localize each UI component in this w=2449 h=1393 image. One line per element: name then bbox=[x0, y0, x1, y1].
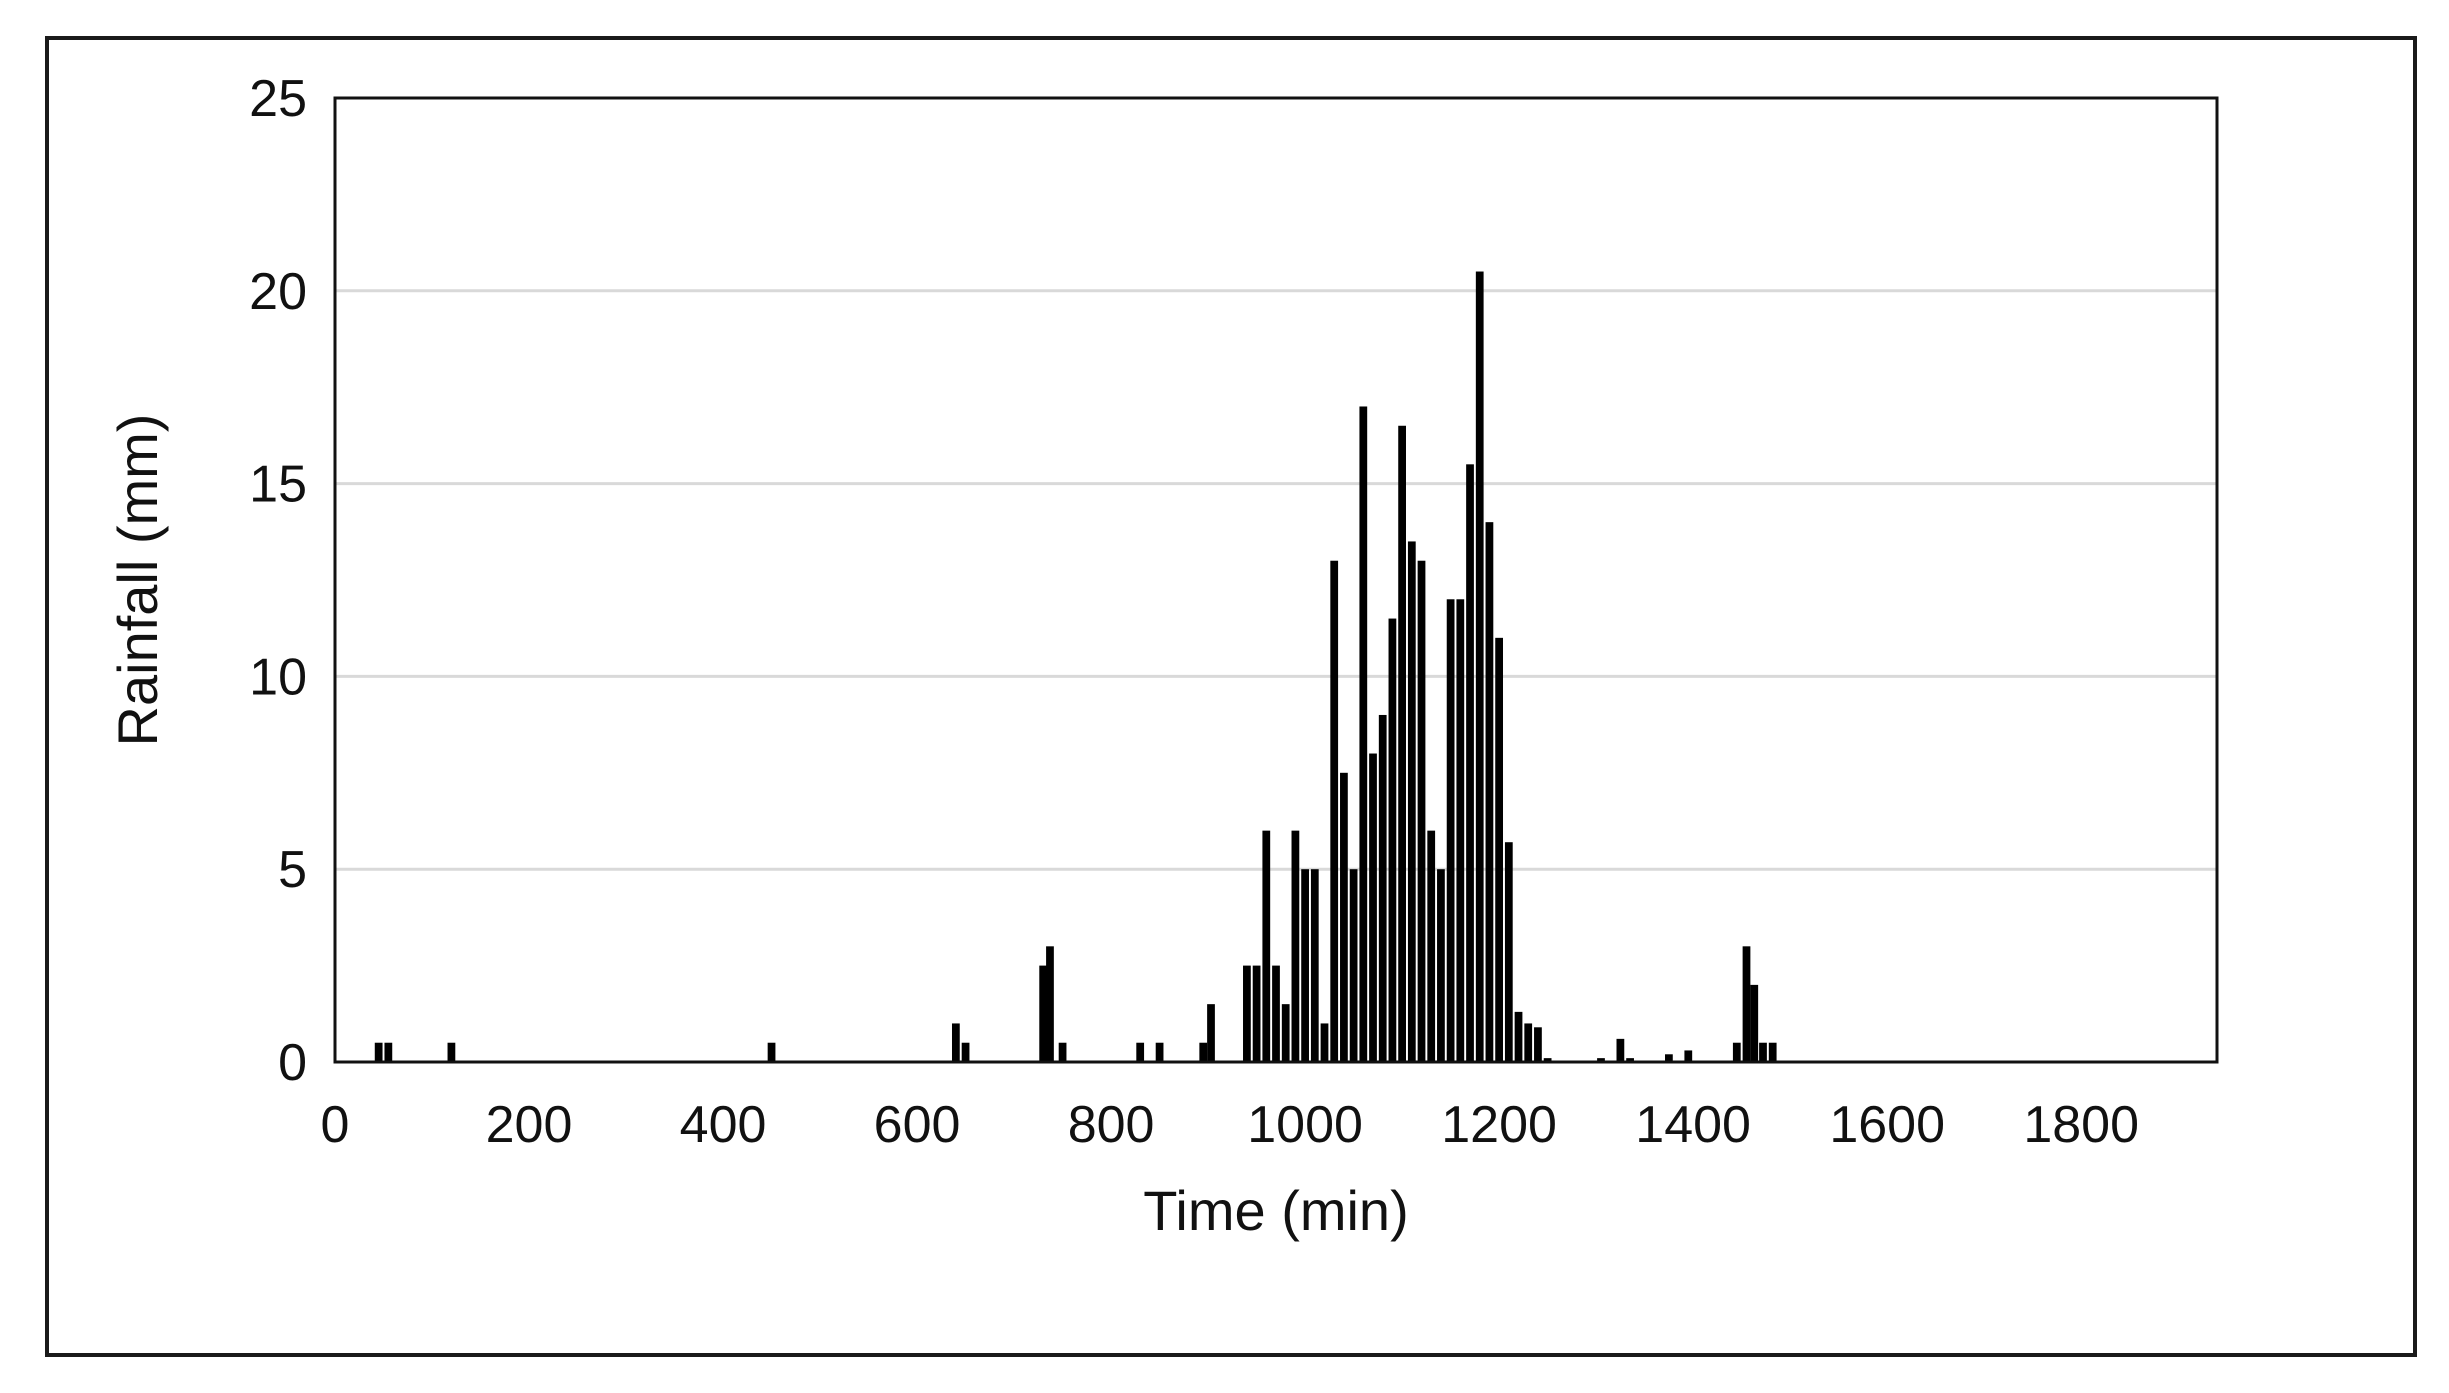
bar bbox=[1427, 830, 1436, 1062]
bar bbox=[1446, 599, 1455, 1062]
bar bbox=[1495, 637, 1504, 1062]
y-tick-label: 25 bbox=[249, 70, 307, 128]
x-tick-label: 1400 bbox=[1635, 1096, 1751, 1154]
bar bbox=[1732, 1042, 1741, 1062]
bar bbox=[1155, 1042, 1164, 1062]
bar bbox=[447, 1042, 456, 1062]
bar bbox=[1742, 946, 1751, 1062]
y-tick-label: 15 bbox=[249, 456, 307, 514]
bar bbox=[1543, 1058, 1552, 1062]
x-tick-label: 1200 bbox=[1441, 1096, 1557, 1154]
bar bbox=[1199, 1042, 1208, 1062]
y-tick-label: 20 bbox=[249, 263, 307, 321]
bar bbox=[1437, 869, 1445, 1062]
x-tick-label: 1800 bbox=[2023, 1096, 2139, 1154]
bar bbox=[1207, 1004, 1215, 1062]
bar bbox=[1665, 1054, 1673, 1062]
bar bbox=[1759, 1042, 1767, 1062]
y-tick-label: 5 bbox=[278, 841, 307, 899]
bar bbox=[1349, 869, 1358, 1062]
bar bbox=[1504, 842, 1513, 1062]
y-tick-labels: 0 5 10 15 20 25 bbox=[249, 70, 307, 1092]
x-tick-labels: 0 200 400 600 800 1000 1200 1400 1600 1800 bbox=[321, 1096, 2139, 1154]
bar bbox=[1243, 965, 1251, 1062]
bar bbox=[961, 1042, 970, 1062]
bar bbox=[1768, 1042, 1777, 1062]
bar bbox=[374, 1042, 383, 1062]
x-tick-label: 0 bbox=[321, 1096, 350, 1154]
bars bbox=[374, 271, 1777, 1063]
bar bbox=[1398, 425, 1406, 1062]
bar bbox=[767, 1042, 776, 1062]
bar bbox=[1359, 406, 1368, 1063]
bar bbox=[951, 1023, 960, 1062]
bar bbox=[1466, 464, 1474, 1062]
chart-frame: 0 5 10 15 20 25 0 200 400 600 800 1000 1200 1400 1600… bbox=[45, 36, 2417, 1357]
bar bbox=[1301, 869, 1309, 1062]
bar bbox=[1330, 560, 1339, 1062]
bar bbox=[1369, 753, 1377, 1062]
plot-area-border bbox=[333, 96, 2219, 1064]
bar bbox=[1626, 1058, 1634, 1062]
bar bbox=[1291, 830, 1300, 1062]
bar bbox=[1058, 1042, 1067, 1062]
bar bbox=[1378, 714, 1387, 1062]
bar bbox=[384, 1042, 393, 1062]
bar bbox=[1475, 271, 1484, 1062]
bar bbox=[1388, 618, 1397, 1062]
rainfall-chart: 0 5 10 15 20 25 0 200 400 600 800 1000 1200 1400 1600… bbox=[106, 70, 2219, 1242]
x-tick-label: 1600 bbox=[1829, 1096, 1945, 1154]
bar bbox=[1281, 1004, 1290, 1062]
x-tick-label: 200 bbox=[486, 1096, 573, 1154]
bar bbox=[1272, 965, 1280, 1062]
bar bbox=[1524, 1023, 1533, 1062]
bar bbox=[1340, 772, 1348, 1062]
x-tick-label: 600 bbox=[874, 1096, 961, 1154]
y-axis-label: Rainfall (mm) bbox=[106, 414, 169, 747]
bar bbox=[1750, 984, 1759, 1062]
x-tick-label: 400 bbox=[680, 1096, 767, 1154]
bar bbox=[1407, 541, 1416, 1062]
gridlines bbox=[335, 289, 2217, 871]
bar bbox=[1039, 965, 1048, 1062]
bar bbox=[1320, 1023, 1329, 1062]
bar bbox=[1514, 1011, 1523, 1062]
bar bbox=[1262, 830, 1271, 1062]
bar bbox=[1136, 1042, 1145, 1062]
bar bbox=[1684, 1050, 1693, 1062]
x-tick-label: 1000 bbox=[1247, 1096, 1363, 1154]
bar bbox=[1616, 1038, 1625, 1062]
y-tick-label: 10 bbox=[249, 648, 307, 706]
bar bbox=[1252, 965, 1261, 1062]
x-tick-label: 800 bbox=[1068, 1096, 1155, 1154]
bar bbox=[1534, 1027, 1542, 1062]
bar bbox=[1597, 1058, 1605, 1062]
bar bbox=[1456, 599, 1465, 1062]
bar bbox=[1046, 946, 1054, 1062]
bar bbox=[1417, 560, 1426, 1062]
x-axis-label: Time (min) bbox=[1143, 1179, 1408, 1242]
bar bbox=[1310, 869, 1319, 1062]
y-tick-label: 0 bbox=[278, 1034, 307, 1092]
bar bbox=[1485, 522, 1494, 1062]
